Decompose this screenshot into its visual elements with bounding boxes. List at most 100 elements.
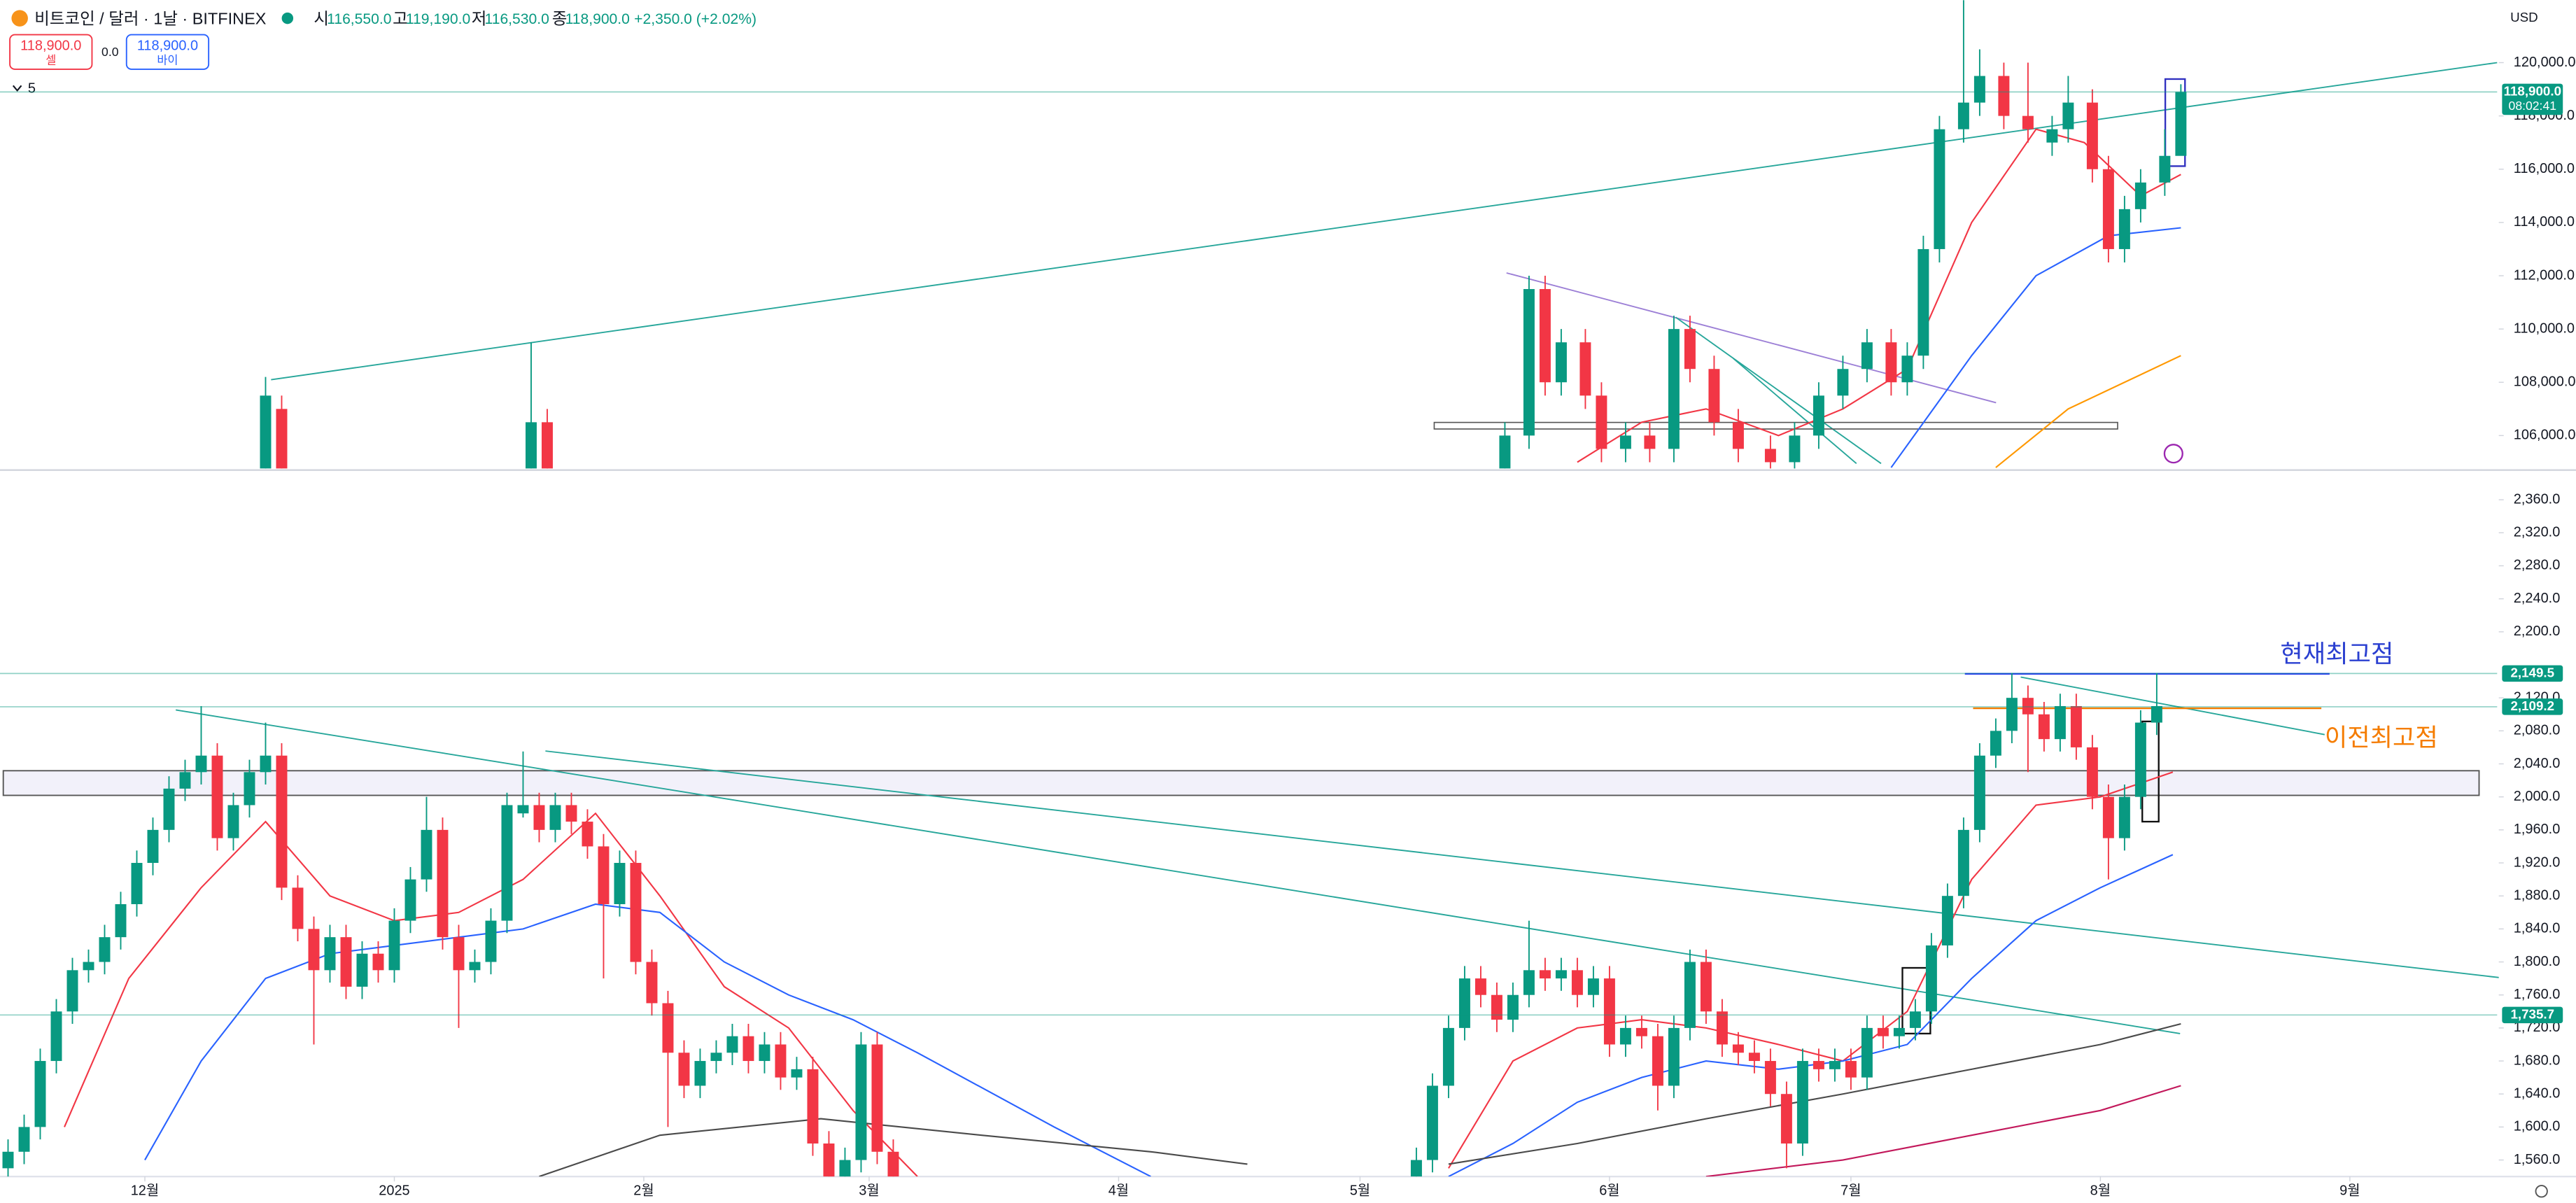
- ohlc-label: 시: [314, 10, 329, 28]
- price-tag-label: 1,735.7: [2510, 1006, 2554, 1021]
- candle-body: [2118, 209, 2130, 249]
- price-tag: [2502, 698, 2563, 715]
- candle-body: [791, 1069, 803, 1078]
- trend-line: [545, 750, 2499, 978]
- candle-body: [388, 920, 400, 971]
- candle-body: [2086, 102, 2098, 169]
- price-tag: [2502, 1006, 2563, 1024]
- buy-button[interactable]: [125, 34, 210, 70]
- y-tick-label: 1,760.0: [2514, 987, 2561, 1002]
- y-tick-label: 1,560.0: [2514, 1152, 2561, 1167]
- candle-body: [453, 937, 465, 971]
- candle-body: [678, 1053, 690, 1086]
- candle-body: [340, 937, 352, 987]
- alert-icon[interactable]: [2163, 444, 2183, 464]
- candle-body: [710, 1053, 722, 1062]
- candle-body: [2134, 182, 2146, 209]
- candle-body: [1861, 1027, 1873, 1078]
- moving-average: [1890, 227, 2181, 468]
- candle-body: [83, 962, 94, 971]
- collapse-icon[interactable]: [12, 85, 22, 92]
- candle-body: [1684, 329, 1696, 370]
- candle-body: [147, 829, 159, 864]
- candle-body: [292, 887, 304, 929]
- moving-average: [539, 1022, 2181, 1177]
- candle-body: [694, 1061, 706, 1086]
- candle-body: [1668, 329, 1680, 449]
- candle-body: [1893, 1027, 1905, 1036]
- candle-body: [1764, 449, 1776, 463]
- buy-label: 바이: [157, 54, 178, 66]
- candle-body: [2102, 169, 2114, 249]
- candle-body: [227, 805, 239, 838]
- settings-icon[interactable]: [2535, 1185, 2548, 1198]
- change: +2,350.0 (+2.02%): [634, 11, 756, 27]
- candle-body: [1555, 970, 1567, 979]
- candle-body: [2006, 698, 2018, 731]
- y-tick-label: 112,000.0: [2514, 267, 2575, 283]
- y-tick-label: 2,040.0: [2514, 756, 2561, 771]
- candle-body: [1764, 1061, 1776, 1095]
- candle-body: [1635, 1027, 1647, 1036]
- price-tag-label: 2,149.5: [2510, 665, 2554, 680]
- candle-body: [1957, 829, 1969, 896]
- candle-body: [99, 937, 111, 962]
- candle-body: [565, 805, 577, 822]
- y-tick-label: 114,000.0: [2514, 214, 2575, 230]
- y-tick-label: 1,840.0: [2514, 921, 2561, 936]
- candle-body: [1491, 994, 1502, 1020]
- candle-body: [2022, 698, 2034, 715]
- candle-body: [1780, 1094, 1792, 1144]
- candle-body: [34, 1061, 46, 1127]
- candle-body: [1813, 1061, 1824, 1069]
- candle-body: [179, 772, 191, 789]
- price-tag: [2502, 83, 2563, 115]
- sell-price: 118,900.0: [20, 38, 81, 53]
- annotation: 현재최고점: [2280, 640, 2393, 668]
- y-tick-label: 2,000.0: [2514, 789, 2561, 804]
- x-tick-label: 4월: [1108, 1183, 1129, 1199]
- candle-body: [1973, 76, 1985, 103]
- drawings-bottom: [2, 673, 2499, 1035]
- candle-body: [2, 1151, 14, 1169]
- trend-line: [2020, 676, 2325, 736]
- candle-body: [1789, 435, 1801, 463]
- candle-body: [276, 755, 288, 888]
- candle-body: [1813, 395, 1824, 436]
- candle-body: [855, 1044, 867, 1160]
- y-tick-label: 110,000.0: [2514, 321, 2575, 336]
- y-tick-label: 1,800.0: [2514, 954, 2561, 969]
- candle-body: [517, 805, 529, 814]
- candle-body: [1587, 978, 1599, 995]
- currency[interactable]: USD: [2510, 10, 2538, 24]
- candle-body: [276, 409, 288, 469]
- candle-body: [1708, 369, 1720, 423]
- candle-body: [1426, 1085, 1438, 1160]
- trend-line: [271, 62, 2498, 381]
- y-tick-label: 1,920.0: [2514, 854, 2561, 870]
- moving-average: [144, 854, 2174, 1177]
- candle-body: [1596, 395, 1607, 449]
- trend-line: [176, 709, 2181, 1034]
- annotation: 이전최고점: [2325, 724, 2438, 752]
- candle-body: [2046, 129, 2058, 143]
- candle-body: [244, 772, 255, 805]
- x-tick-label: 8월: [2090, 1183, 2111, 1199]
- x-tick-label: 9월: [2339, 1183, 2360, 1199]
- y-tick-label: 1,680.0: [2514, 1053, 2561, 1068]
- candle-body: [1829, 1061, 1840, 1069]
- candle-body: [1748, 1053, 1760, 1062]
- candle-body: [1845, 1061, 1857, 1078]
- sell-button[interactable]: [9, 34, 93, 70]
- zone-box: [1433, 421, 2118, 430]
- x-tick-label: 2025: [379, 1183, 409, 1199]
- symbol-title[interactable]: 비트코인 / 달러 · 1날 · BITFINEX: [34, 10, 266, 28]
- moving-average: [64, 771, 2174, 1177]
- y-tick-label: 2,360.0: [2514, 491, 2561, 507]
- pane: [0, 0, 2498, 469]
- x-tick-label: 5월: [1350, 1183, 1370, 1199]
- candle-body: [2086, 747, 2098, 797]
- candle-body: [1973, 755, 1985, 830]
- candle-body: [1668, 1027, 1680, 1086]
